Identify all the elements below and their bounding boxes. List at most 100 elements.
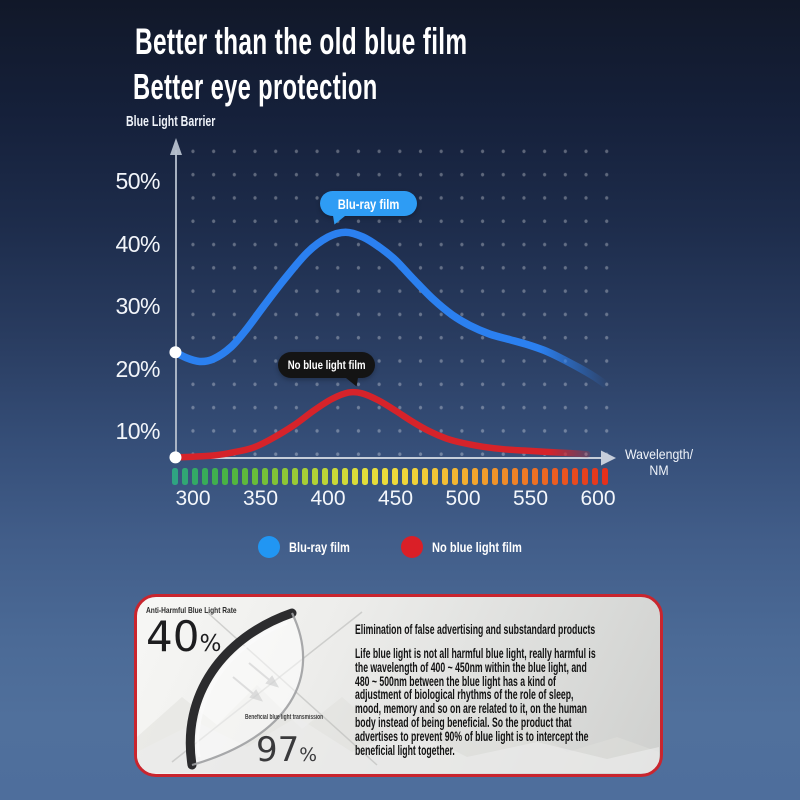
series-blu-ray-film-curve <box>171 228 609 388</box>
y-tick: 30% <box>115 293 160 319</box>
y-tick: 40% <box>115 230 160 257</box>
anti-harmful-rate-value: 40% <box>146 612 222 661</box>
spectrum-bar <box>392 468 398 485</box>
spectrum-bar <box>322 468 328 485</box>
x-tick: 600 <box>580 487 616 510</box>
spectrum-bar <box>292 468 298 485</box>
spectrum-bar <box>172 468 178 485</box>
spectrum-bar <box>182 468 188 485</box>
spectrum-bar <box>562 468 568 485</box>
x-axis-ticks: 300 350 400 450 500 550 600 <box>0 487 800 511</box>
x-tick: 350 <box>242 487 279 510</box>
blue-curve-start-dot <box>169 346 182 359</box>
tooltip-tail <box>331 213 347 226</box>
spectrum-bar <box>212 468 218 485</box>
y-tick: 50% <box>115 168 160 194</box>
spectrum-bar <box>572 468 578 485</box>
x-axis-arrow <box>601 450 616 466</box>
legend-label: No blue light film <box>432 539 523 555</box>
spectrum-bar <box>602 468 608 485</box>
anti-harmful-rate-label: Anti-Harmful Blue Light Rate <box>146 605 237 615</box>
legend-dot <box>258 536 281 558</box>
info-panel: Anti-Harmful Blue Light Rate 40% Benefic… <box>134 594 663 777</box>
tooltip-blu-ray-film: Blu-ray film <box>320 191 417 226</box>
beneficial-transmission-value: 97% <box>256 730 318 770</box>
spectrum-bar <box>342 468 348 485</box>
spectrum-bar <box>332 468 338 485</box>
y-axis-arrow <box>170 138 182 155</box>
spectrum-bar <box>272 468 278 485</box>
spectrum-bar <box>362 468 368 485</box>
spectrum-bar <box>222 468 228 485</box>
red-curve-start-dot <box>169 451 182 464</box>
lens-edge-right <box>191 612 305 767</box>
spectrum-bar <box>192 468 198 485</box>
x-tick: 500 <box>445 487 481 510</box>
spectrum-bar <box>532 468 538 485</box>
spectrum-bar <box>442 468 448 485</box>
lens-face <box>190 613 304 765</box>
spectrum-bar <box>242 468 248 485</box>
info-title: Elimination of false advertising and sub… <box>355 621 596 637</box>
spectrum-bar <box>552 468 558 485</box>
x-tick: 450 <box>377 487 414 510</box>
spectrum-bar <box>402 468 408 485</box>
headline-line1: Better than the old blue film <box>135 21 468 62</box>
spectrum-bar <box>512 468 518 485</box>
spectrum-bar <box>232 468 238 485</box>
legend: Blu-ray film No blue light film <box>0 534 800 560</box>
x-axis-title: Wavelength/ NM <box>618 446 701 478</box>
spectrum-bar <box>382 468 388 485</box>
legend-dot <box>401 536 424 558</box>
y-tick: 10% <box>115 418 160 444</box>
lens-illustration <box>137 608 659 773</box>
spectrum-bar <box>202 468 208 485</box>
tooltip-no-blue-light-film-label: No blue light film <box>287 358 366 372</box>
spectrum-bar <box>372 468 378 485</box>
spectrum-bar <box>462 468 468 485</box>
spectrum-bar <box>582 468 588 485</box>
x-tick: 300 <box>175 487 211 510</box>
spectrum-bar <box>482 468 488 485</box>
y-axis-title: Blue Light Barrier <box>126 114 216 130</box>
spectrum-bar <box>422 468 428 485</box>
spectrum-bar <box>472 468 478 485</box>
spectrum-bar <box>502 468 508 485</box>
spectrum-bar <box>352 468 358 485</box>
x-tick: 550 <box>512 487 549 510</box>
spectrum-bar <box>312 468 318 485</box>
tooltip-tail <box>344 375 360 388</box>
lens-rim-dark <box>185 608 297 770</box>
lens-rim-highlight <box>196 621 288 758</box>
spectrum-bar <box>412 468 418 485</box>
chart-plot <box>169 138 616 466</box>
spectrum-bar <box>302 468 308 485</box>
x-axis-title-line1: Wavelength/ <box>624 446 694 462</box>
spectrum-bar <box>592 468 598 485</box>
x-axis-title-line2: NM <box>649 462 669 478</box>
info-text-block: Elimination of false advertising and sub… <box>355 621 655 757</box>
spectrum-bar <box>542 468 548 485</box>
spectrum-bar <box>282 468 288 485</box>
info-body: Life blue light is not all harmful blue … <box>355 645 596 758</box>
y-axis-ticks: 50% 40% 30% 20% 10% <box>88 169 160 443</box>
series-no-blue-light-film-curve <box>172 388 591 461</box>
beneficial-transmission-label: Beneficial blue light transmission <box>245 714 324 721</box>
spectrum-bar <box>432 468 438 485</box>
spectrum-bar <box>252 468 258 485</box>
spectrum-bar <box>492 468 498 485</box>
spectrum-bar <box>262 468 268 485</box>
tooltip-no-blue-light-film: No blue light film <box>278 352 375 388</box>
wavelength-spectrum-bar <box>172 468 609 485</box>
legend-label: Blu-ray film <box>289 539 351 555</box>
legend-item: Blu-ray film <box>258 536 363 558</box>
headline-line2: Better eye protection <box>133 66 378 107</box>
mountains-front <box>137 717 659 773</box>
y-tick: 20% <box>115 355 160 382</box>
spectrum-bar <box>522 468 528 485</box>
spectrum-bar <box>452 468 458 485</box>
legend-item: No blue light film <box>401 536 542 558</box>
tooltip-blu-ray-film-label: Blu-ray film <box>337 195 400 212</box>
x-tick: 400 <box>310 487 346 510</box>
